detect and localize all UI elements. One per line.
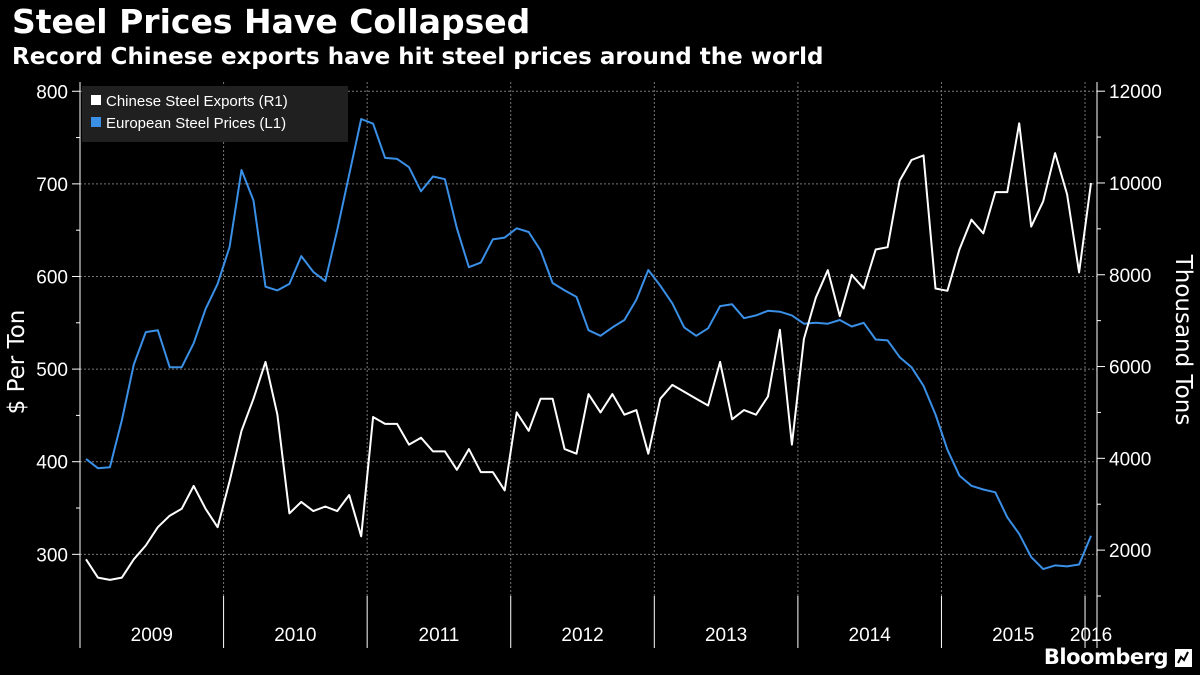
gridlines (80, 82, 1097, 596)
x-tick-label: 2013 (705, 625, 747, 646)
legend-swatch (91, 95, 101, 105)
x-tick-label: 2014 (849, 625, 892, 646)
x-tick-label: 2012 (561, 625, 603, 646)
right-y-axis: 2000 4000 6000 8000 10000 12000 (1096, 82, 1162, 597)
x-tick-label: 2016 (1070, 625, 1112, 646)
right-tick-label: 10000 (1109, 174, 1162, 195)
legend-swatch (91, 117, 101, 127)
right-tick-label: 12000 (1109, 82, 1162, 103)
x-tick-label: 2010 (274, 625, 316, 646)
left-tick-label: 500 (36, 360, 68, 381)
legend-entry: European Steel Prices (L1) (106, 115, 286, 132)
left-tick-label: 300 (36, 545, 68, 566)
european-prices-line (85, 118, 1092, 571)
left-tick-label: 800 (36, 82, 68, 103)
x-axis: 2009 2010 2011 2012 2013 2014 2015 2016 (79, 596, 1112, 648)
left-tick-label: 600 (36, 267, 68, 288)
right-axis-title: Thousand Tons (1170, 254, 1196, 426)
chart-title: Steel Prices Have Collapsed (12, 2, 531, 41)
right-tick-label: 2000 (1109, 541, 1151, 562)
chart-subtitle: Record Chinese exports have hit steel pr… (12, 44, 824, 70)
bloomberg-chart-icon (1175, 649, 1192, 667)
series-lines (85, 118, 1092, 581)
x-tick-label: 2011 (419, 625, 460, 646)
legend-box (82, 86, 348, 142)
right-tick-label: 6000 (1109, 358, 1151, 379)
right-tick-label: 8000 (1109, 266, 1151, 287)
left-y-axis: 300 400 500 600 700 800 (36, 82, 81, 596)
legend-entry: Chinese Steel Exports (R1) (106, 93, 288, 110)
chinese-exports-line (85, 122, 1092, 581)
x-tick-label: 2015 (992, 625, 1034, 646)
left-tick-label: 700 (36, 175, 68, 196)
x-tick-label: 2009 (131, 625, 173, 646)
left-axis-title: $ Per Ton (4, 310, 30, 415)
right-tick-label: 4000 (1109, 449, 1151, 470)
legend: Chinese Steel Exports (R1) European Steel… (82, 86, 348, 142)
left-tick-label: 400 (36, 453, 68, 474)
bloomberg-logo: Bloomberg (1043, 645, 1169, 669)
